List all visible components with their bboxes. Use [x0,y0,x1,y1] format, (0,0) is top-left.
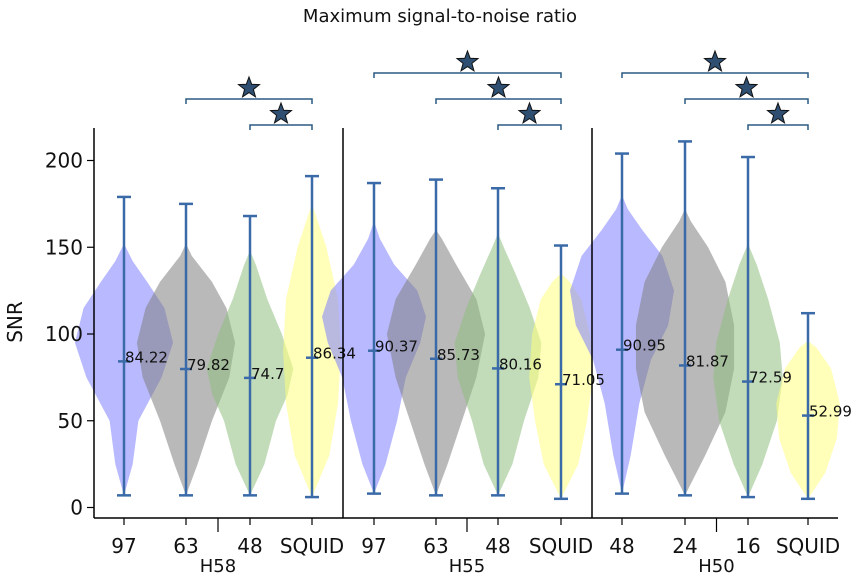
y-tick-label: 150 [45,235,83,259]
median-value-label: 72.59 [749,369,792,387]
significance-star-icon [734,75,759,99]
median-value-label: 80.16 [499,355,542,373]
group-label-H50: H50 [698,556,734,577]
x-tick-label: 63 [173,534,198,558]
median-value-label: 74.7 [251,365,284,383]
significance-bracket [435,98,562,104]
x-tick-label: SQUID [280,534,344,558]
significance-bracket [684,98,809,104]
significance-bracket [621,72,809,78]
y-axis-label: SNR [3,301,27,343]
median-value-label: 90.37 [375,338,418,356]
y-tick-label: 50 [58,409,83,433]
significance-bracket [747,124,809,130]
significance-star-icon [766,101,790,125]
y-tick-label: 100 [45,322,83,346]
significance-bracket [249,124,313,130]
significance-star-icon [486,75,511,99]
significance-star-icon [455,49,480,73]
x-tick-label: SQUID [529,534,593,558]
x-tick-label: 48 [237,534,262,558]
significance-bracket [497,124,562,130]
y-tick-label: 0 [70,496,83,520]
significance-star-icon [269,101,293,125]
x-tick-label: SQUID [776,534,840,558]
x-tick-label: 97 [111,534,136,558]
median-value-label: 79.82 [187,356,230,374]
chart-title: Maximum signal-to-noise ratio [303,6,577,27]
median-value-label: 81.87 [686,352,729,370]
x-tick-label: 97 [361,534,386,558]
x-tick-label: 63 [423,534,448,558]
significance-layer [185,49,809,130]
x-tick-label: 24 [672,534,697,558]
x-tick-label: 48 [485,534,510,558]
x-tick-label: 48 [609,534,634,558]
significance-star-icon [517,101,542,125]
x-tick-label: 16 [735,534,760,558]
group-label-H55: H55 [449,556,485,577]
significance-bracket [373,72,562,78]
significance-bracket [185,98,313,104]
significance-star-icon [237,75,261,99]
median-value-label: 71.05 [562,371,605,389]
y-tick-label: 200 [45,149,83,173]
median-value-label: 84.22 [125,348,168,366]
median-value-label: 86.34 [313,345,356,363]
stats-layer: 84.22 79.82 74.7 86.34 90.37 85.73 80.16 71.05 9… [117,140,852,501]
group-label-H58: H58 [200,556,236,577]
median-value-label: 52.99 [809,403,852,421]
median-value-label: 85.73 [437,346,480,364]
significance-star-icon [703,49,727,73]
median-value-label: 90.95 [623,337,666,355]
